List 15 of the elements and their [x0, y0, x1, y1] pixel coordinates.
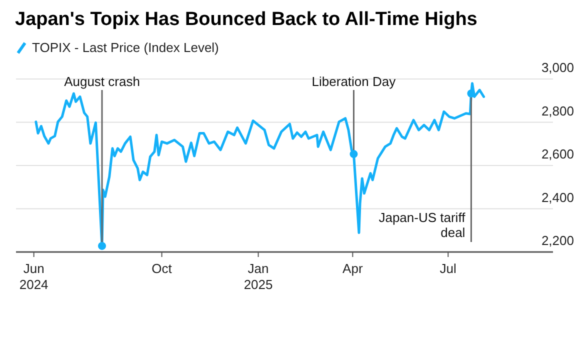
y-tick-label: 2,800 — [541, 103, 574, 118]
y-tick-label: 2,200 — [541, 233, 574, 248]
x-tick-label: Apr — [342, 261, 364, 276]
y-tick-label: 3,000 — [541, 60, 574, 75]
x-tick-label: Jun 2024 — [19, 261, 48, 292]
x-tick-label: Oct — [152, 261, 172, 276]
annotation: Liberation Day — [312, 74, 396, 89]
y-tick-label: 2,600 — [541, 146, 574, 162]
legend-label: TOPIX - Last Price (Index Level) — [32, 40, 219, 55]
x-tick-label: Jul — [440, 261, 457, 276]
y-tick-label: 2,400 — [541, 190, 574, 205]
annotation: Japan-US tariff deal — [378, 210, 466, 240]
chart-title: Japan's Topix Has Bounced Back to All-Time Highs — [15, 9, 478, 30]
annotation: August crash — [64, 74, 140, 89]
x-tick-label: Jan 2025 — [244, 261, 273, 292]
